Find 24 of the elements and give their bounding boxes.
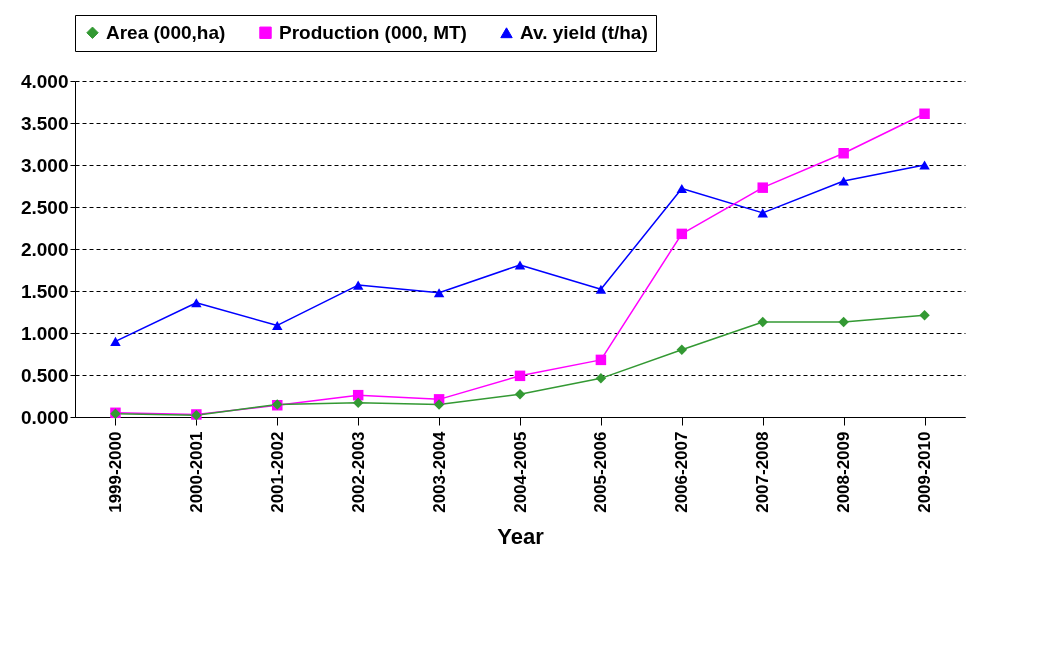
- y-tick-label: 3.500: [20, 112, 69, 134]
- x-tick-label: 2001-2002: [267, 431, 287, 513]
- y-tick-label: 1.500: [20, 280, 69, 302]
- x-tick-label: 1999-2000: [105, 431, 125, 513]
- x-tick-label: 2006-2007: [672, 431, 692, 513]
- legend-label: Production (000, MT): [279, 21, 467, 43]
- x-tick-label: 2009-2010: [915, 431, 935, 513]
- x-tick-label: 2005-2006: [591, 431, 611, 513]
- y-tick-label: 3.000: [20, 154, 69, 176]
- legend-label: Av. yield (t/ha): [520, 21, 648, 43]
- x-axis-title: Year: [497, 523, 545, 549]
- x-tick-label: 2002-2003: [348, 431, 368, 513]
- y-tick-label: 1.000: [20, 322, 69, 344]
- y-tick-label: 0.500: [20, 364, 69, 386]
- y-tick-label: 0.000: [20, 406, 69, 428]
- x-tick-label: 2004-2005: [510, 431, 530, 513]
- x-tick-label: 2003-2004: [429, 430, 449, 513]
- y-tick-label: 2.000: [20, 238, 69, 260]
- y-tick-label: 4.000: [20, 70, 69, 92]
- y-tick-label: 2.500: [20, 196, 69, 218]
- x-tick-label: 2008-2009: [834, 431, 854, 513]
- x-tick-label: 2000-2001: [186, 431, 206, 513]
- x-tick-label: 2007-2008: [753, 431, 773, 513]
- legend-label: Area (000,ha): [106, 21, 226, 43]
